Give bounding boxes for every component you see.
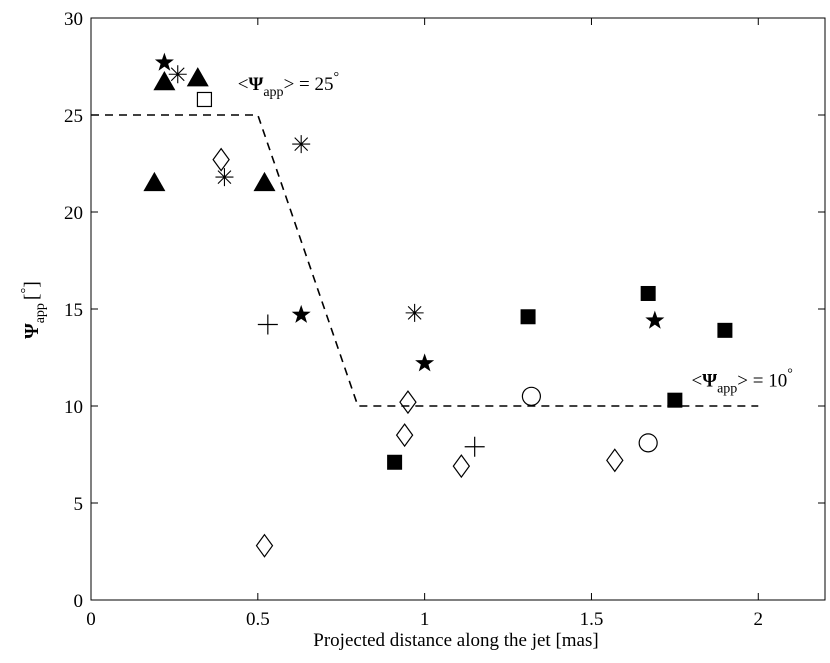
data-point-square-filled xyxy=(717,322,733,338)
annotation-mean-25: <Ψapp> = 25° xyxy=(238,70,339,100)
y-axis-label-unit-sup: ° xyxy=(19,288,34,294)
markers-layer xyxy=(143,52,733,558)
data-point-asterisk xyxy=(168,65,187,84)
data-point-square-filled xyxy=(640,285,656,301)
data-point-plus xyxy=(464,436,485,457)
data-point-star-filled xyxy=(645,310,665,329)
y-tick-label: 15 xyxy=(64,300,83,321)
y-tick-label: 25 xyxy=(64,106,83,127)
x-tick-label: 0 xyxy=(86,609,96,630)
y-axis-label-sub: app xyxy=(33,303,48,323)
data-point-diamond-open xyxy=(255,533,274,558)
x-tick-label: 1 xyxy=(420,609,430,630)
x-axis-label: Projected distance along the jet [mas] xyxy=(313,630,598,651)
data-point-triangle-filled xyxy=(253,171,276,192)
plot-frame xyxy=(90,17,826,601)
y-axis-label-psi: Ψ xyxy=(21,323,43,339)
y-tick-label: 0 xyxy=(74,591,84,612)
data-point-plus xyxy=(257,314,278,335)
y-tick-label: 30 xyxy=(64,9,83,30)
data-point-triangle-filled xyxy=(143,171,166,192)
reference-line-layer xyxy=(91,114,759,407)
data-point-diamond-open xyxy=(395,423,414,448)
data-point-diamond-open xyxy=(399,390,417,415)
y-axis-label-unit-open: [ xyxy=(21,293,43,300)
data-point-square-filled xyxy=(520,309,536,325)
y-axis-label-unit-close: ] xyxy=(21,281,43,288)
y-tick-label: 5 xyxy=(74,494,84,515)
annotation-mean-10: <Ψapp> = 10° xyxy=(692,367,793,397)
data-point-square-filled xyxy=(387,454,403,470)
data-point-asterisk xyxy=(292,135,311,154)
data-point-square-open xyxy=(196,91,213,108)
data-point-star-filled xyxy=(154,52,174,71)
data-point-triangle-filled xyxy=(186,67,209,87)
data-point-circle-open xyxy=(521,386,542,406)
data-point-diamond-open xyxy=(606,448,624,473)
data-point-square-filled xyxy=(667,392,683,408)
reference-line xyxy=(91,114,759,407)
x-tick-label: 2 xyxy=(754,609,764,630)
data-point-diamond-open xyxy=(212,147,230,172)
data-point-asterisk xyxy=(215,168,234,187)
y-tick-label: 20 xyxy=(64,203,83,224)
x-tick-label: 0.5 xyxy=(246,609,270,630)
data-point-asterisk xyxy=(405,303,424,322)
y-tick-label: 10 xyxy=(64,397,83,418)
data-point-triangle-filled xyxy=(153,71,176,91)
data-point-circle-open xyxy=(638,433,658,453)
x-tick-label: 1.5 xyxy=(580,609,604,630)
y-axis-label: Ψapp [°] xyxy=(19,281,48,339)
data-point-star-filled xyxy=(291,304,311,323)
data-point-star-filled xyxy=(415,353,435,372)
data-point-diamond-open xyxy=(452,454,471,479)
